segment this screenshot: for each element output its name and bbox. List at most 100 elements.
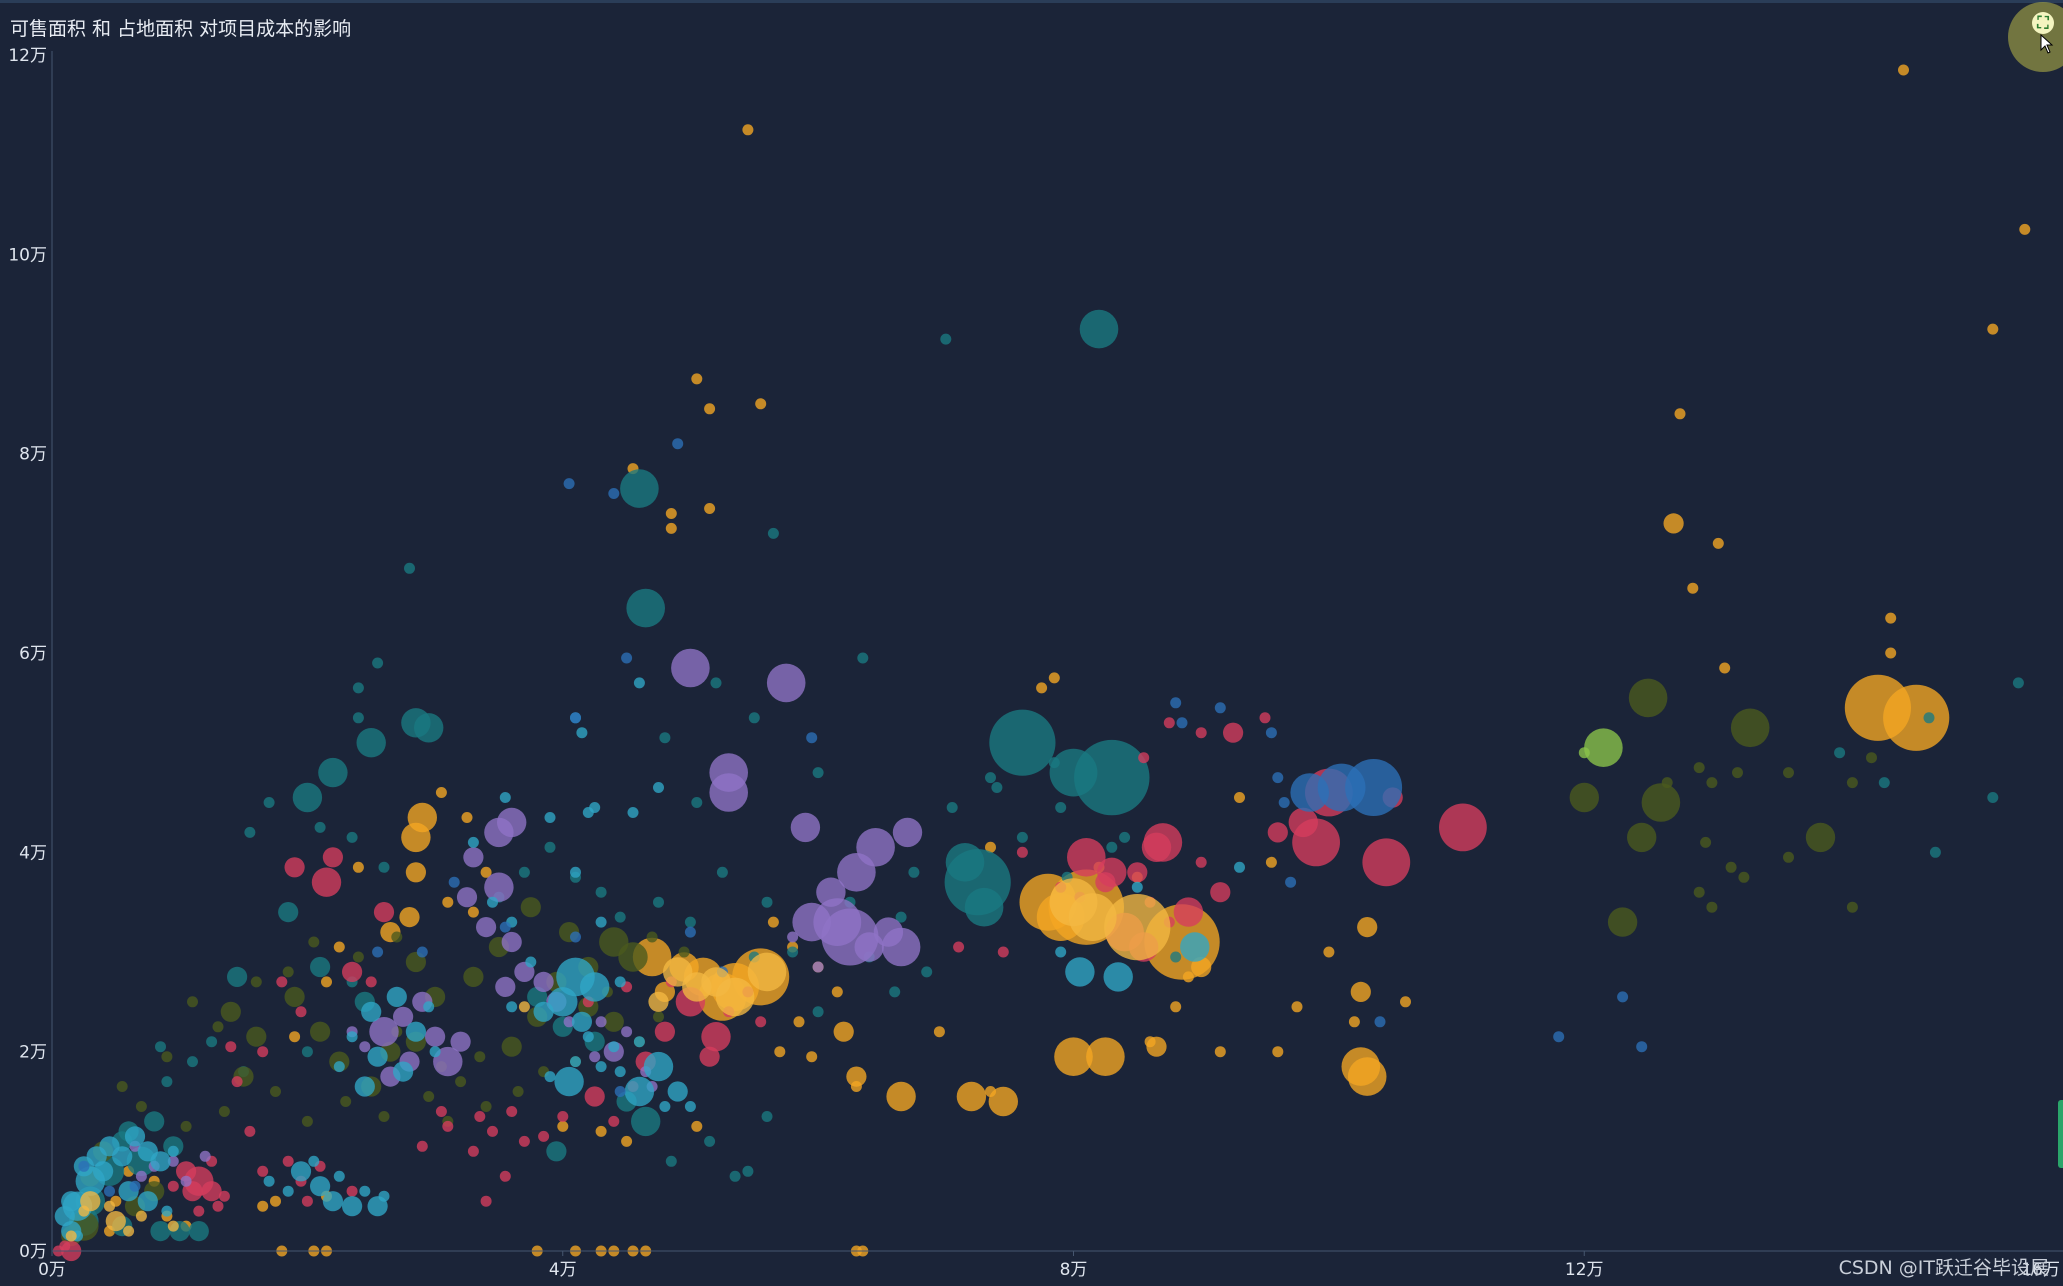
data-point[interactable] (1712, 537, 1724, 549)
data-point[interactable] (135, 1170, 147, 1182)
data-point[interactable] (659, 1101, 671, 1112)
data-point[interactable] (425, 1026, 446, 1047)
data-point[interactable] (665, 522, 677, 534)
data-point[interactable] (518, 1135, 530, 1147)
data-point[interactable] (372, 946, 384, 958)
data-point[interactable] (393, 1061, 414, 1082)
data-point[interactable] (1674, 408, 1686, 420)
data-point[interactable] (886, 1081, 916, 1112)
data-point[interactable] (1805, 822, 1836, 853)
data-point[interactable] (1347, 1057, 1387, 1096)
data-point[interactable] (691, 373, 703, 385)
data-point[interactable] (480, 1195, 492, 1207)
data-point[interactable] (310, 1021, 331, 1042)
data-point[interactable] (150, 1151, 171, 1172)
data-point[interactable] (1143, 823, 1183, 862)
data-point[interactable] (1055, 946, 1067, 958)
data-point[interactable] (608, 488, 620, 499)
data-point[interactable] (150, 1221, 171, 1242)
data-point[interactable] (538, 1130, 550, 1142)
data-point[interactable] (333, 1170, 345, 1182)
data-point[interactable] (346, 1185, 358, 1197)
data-point[interactable] (684, 926, 696, 938)
data-point[interactable] (244, 1125, 256, 1137)
data-point[interactable] (1079, 309, 1119, 349)
data-point[interactable] (2012, 677, 2024, 689)
data-point[interactable] (311, 867, 342, 897)
data-point[interactable] (1439, 803, 1487, 852)
data-point[interactable] (250, 976, 262, 988)
data-point[interactable] (603, 1011, 624, 1032)
data-point[interactable] (484, 872, 514, 902)
data-point[interactable] (533, 971, 554, 993)
data-point[interactable] (1719, 662, 1731, 674)
data-point[interactable] (1048, 672, 1060, 684)
data-point[interactable] (626, 588, 665, 628)
data-point[interactable] (1265, 727, 1277, 739)
data-point[interactable] (199, 1150, 211, 1162)
data-point[interactable] (1348, 1016, 1360, 1028)
data-point[interactable] (284, 986, 305, 1008)
data-point[interactable] (571, 1011, 593, 1032)
data-point[interactable] (137, 1191, 158, 1212)
data-point[interactable] (614, 976, 626, 988)
data-point[interactable] (105, 1211, 126, 1232)
data-point[interactable] (212, 1021, 224, 1033)
data-point[interactable] (123, 1225, 135, 1237)
data-point[interactable] (563, 478, 575, 490)
data-point[interactable] (1054, 1037, 1093, 1076)
data-point[interactable] (506, 1001, 518, 1013)
data-point[interactable] (212, 1200, 224, 1212)
data-point[interactable] (155, 1041, 166, 1053)
data-point[interactable] (1323, 946, 1335, 958)
data-point[interactable] (1628, 678, 1668, 718)
data-point[interactable] (1272, 772, 1284, 784)
data-point[interactable] (310, 956, 331, 978)
data-point[interactable] (1866, 752, 1877, 764)
data-point[interactable] (180, 1175, 192, 1187)
data-point[interactable] (1357, 917, 1378, 938)
data-point[interactable] (589, 1051, 601, 1063)
data-point[interactable] (104, 1200, 115, 1212)
data-point[interactable] (201, 1181, 222, 1202)
data-point[interactable] (716, 866, 728, 878)
data-point[interactable] (278, 902, 299, 923)
data-point[interactable] (1732, 767, 1743, 779)
data-point[interactable] (499, 921, 511, 933)
data-point[interactable] (467, 836, 479, 848)
data-point[interactable] (1173, 897, 1204, 927)
data-point[interactable] (501, 931, 522, 953)
data-point[interactable] (633, 677, 645, 689)
data-point[interactable] (1738, 871, 1750, 883)
data-point[interactable] (176, 1161, 197, 1182)
data-point[interactable] (570, 931, 581, 943)
data-point[interactable] (1055, 802, 1067, 813)
data-point[interactable] (218, 1190, 230, 1202)
data-point[interactable] (270, 1086, 281, 1097)
data-point[interactable] (1706, 777, 1718, 789)
data-point[interactable] (270, 1195, 281, 1207)
data-point[interactable] (333, 1061, 345, 1073)
data-point[interactable] (1170, 1001, 1182, 1013)
data-point[interactable] (1214, 1046, 1226, 1058)
data-point[interactable] (812, 961, 824, 973)
data-point[interactable] (595, 1016, 607, 1028)
data-point[interactable] (1725, 861, 1737, 873)
data-point[interactable] (684, 916, 696, 928)
data-point[interactable] (1584, 728, 1623, 767)
data-point[interactable] (372, 657, 384, 669)
data-point[interactable] (1131, 881, 1143, 893)
data-point[interactable] (116, 1081, 128, 1092)
data-point[interactable] (633, 1036, 645, 1048)
data-point[interactable] (1016, 831, 1028, 843)
data-point[interactable] (231, 1076, 243, 1088)
data-point[interactable] (667, 1081, 688, 1102)
data-point[interactable] (701, 1021, 731, 1052)
data-point[interactable] (1885, 647, 1897, 659)
data-point[interactable] (1086, 1037, 1125, 1076)
data-point[interactable] (404, 562, 415, 574)
data-point[interactable] (1783, 851, 1794, 863)
data-point[interactable] (643, 1051, 674, 1082)
data-point[interactable] (557, 1120, 569, 1132)
data-point[interactable] (921, 966, 933, 978)
